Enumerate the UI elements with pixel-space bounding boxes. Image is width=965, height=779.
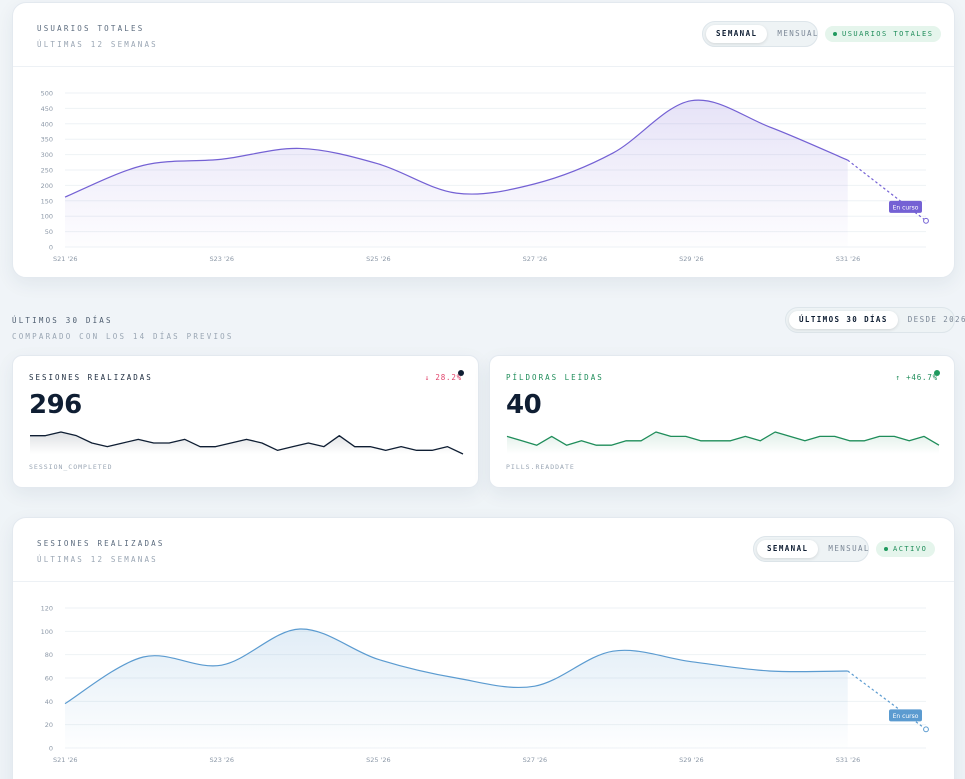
kpi-title: PÍLDORAS LEÍDAS [506, 373, 604, 382]
sessions-card-subtitle: ÚLTIMAS 12 SEMANAS [37, 555, 158, 564]
y-tick-label: 80 [45, 651, 53, 659]
y-tick-label: 50 [45, 228, 53, 236]
y-tick-label: 500 [41, 90, 53, 98]
sparkline-line [506, 431, 940, 446]
kpi-event-name: PILLS.READDATE [506, 463, 575, 471]
toggle-semanal[interactable]: SEMANAL [757, 540, 819, 558]
x-tick-label: S29 '26 [679, 756, 704, 764]
in-progress-point [923, 217, 929, 224]
x-tick-label: S31 '26 [836, 255, 861, 263]
series-line [64, 99, 848, 198]
kpi-sparkline [30, 431, 464, 455]
kpi-card-pills: PÍLDORAS LEÍDAS ↑ +46.7% 40 PILLS.READDA… [489, 355, 955, 488]
in-progress-point [923, 726, 929, 733]
y-tick-label: 150 [41, 197, 53, 205]
y-tick-label: 40 [45, 698, 53, 706]
x-tick-label: S21 '26 [53, 255, 78, 263]
kpi-indicator-dot [458, 370, 464, 376]
y-tick-label: 400 [41, 120, 53, 128]
y-tick-label: 120 [41, 605, 53, 613]
toggle-ultimos-30-dias[interactable]: ÚLTIMOS 30 DÍAS [789, 311, 898, 329]
sessions-area-chart: 0 20 40 60 80 100 120 S21 '26 S23 '26 S25 '26 S27 … [41, 605, 929, 764]
toggle-mensual[interactable]: MENSUAL [777, 29, 819, 38]
kpi-delta: ↓ 28.2% [424, 373, 462, 382]
series-area [65, 628, 848, 748]
range-section-subtitle: COMPARADO CON LOS 14 DÍAS PREVIOS [12, 332, 234, 341]
y-tick-label: 350 [41, 136, 53, 144]
x-tick-label: S21 '26 [53, 756, 78, 764]
y-tick-label: 0 [49, 745, 53, 753]
kpi-sparkline [506, 431, 940, 454]
kpi-card-sessions: SESIONES REALIZADAS ↓ 28.2% 296 SESSION_… [12, 355, 479, 488]
sessions-period-toggle: SEMANAL MENSUAL [753, 536, 869, 562]
users-card-header: USUARIOS TOTALES ÚLTIMAS 12 SEMANAS SEMA… [13, 3, 954, 67]
in-progress-segment [847, 159, 927, 222]
in-progress-tag: En curso [889, 200, 922, 213]
y-tick-label: 100 [41, 628, 53, 636]
kpi-event-name: SESSION_COMPLETED [29, 463, 113, 471]
x-tick-label: S31 '26 [836, 756, 861, 764]
range-toggle: ÚLTIMOS 30 DÍAS DESDE 2026 [785, 307, 965, 333]
users-area-chart: 0 50 100 150 200 250 300 350 400 450 500 S21 '26 S23… [41, 90, 929, 263]
x-tick-label: S23 '26 [210, 255, 235, 263]
x-tick-label: S29 '26 [679, 255, 704, 263]
users-period-toggle: SEMANAL MENSUAL [702, 21, 818, 47]
svg-text:En curso: En curso [893, 204, 919, 211]
y-tick-label: 250 [41, 167, 53, 175]
sessions-card-title: SESIONES REALIZADAS [37, 539, 165, 548]
sessions-chart-card: SESIONES REALIZADAS ÚLTIMAS 12 SEMANAS S… [12, 517, 955, 779]
in-progress-tag: En curso [889, 709, 922, 722]
x-tick-label: S27 '26 [523, 756, 548, 764]
status-badge: ACTIVO [876, 541, 936, 557]
x-tick-label: S25 '26 [366, 255, 391, 263]
series-area [65, 100, 848, 247]
toggle-mensual[interactable]: MENSUAL [828, 544, 870, 553]
series-line [64, 628, 848, 705]
y-tick-label: 20 [45, 721, 53, 729]
x-tick-label: S25 '26 [366, 756, 391, 764]
toggle-semanal[interactable]: SEMANAL [706, 25, 768, 43]
kpi-value: 40 [506, 390, 542, 420]
x-tick-label: S27 '26 [523, 255, 548, 263]
users-chart-card: USUARIOS TOTALES ÚLTIMAS 12 SEMANAS SEMA… [12, 2, 955, 278]
status-dot [833, 32, 837, 36]
y-tick-label: 100 [41, 213, 53, 221]
kpi-value: 296 [29, 390, 82, 420]
y-tick-label: 60 [45, 675, 53, 683]
status-badge: USUARIOS TOTALES [825, 26, 942, 42]
range-section-title: ÚLTIMOS 30 DÍAS [12, 316, 113, 325]
status-badge-label: ACTIVO [893, 545, 928, 553]
y-tick-label: 300 [41, 151, 53, 159]
y-tick-label: 200 [41, 182, 53, 190]
sessions-card-header: SESIONES REALIZADAS ÚLTIMAS 12 SEMANAS S… [13, 518, 954, 582]
kpi-delta: ↑ +46.7% [895, 373, 938, 382]
users-card-subtitle: ÚLTIMAS 12 SEMANAS [37, 40, 158, 49]
y-tick-label: 450 [41, 105, 53, 113]
y-tick-label: 0 [49, 244, 53, 252]
sparkline-area [30, 432, 463, 454]
status-badge-label: USUARIOS TOTALES [842, 30, 934, 38]
sparkline-area [507, 432, 939, 454]
x-tick-label: S23 '26 [210, 756, 235, 764]
toggle-desde-2026[interactable]: DESDE 2026 [907, 315, 965, 324]
sparkline-line [30, 431, 464, 455]
users-card-title: USUARIOS TOTALES [37, 24, 145, 33]
status-dot [884, 547, 888, 551]
kpi-title: SESIONES REALIZADAS [29, 373, 153, 382]
svg-text:En curso: En curso [893, 713, 919, 720]
kpi-indicator-dot [934, 370, 940, 376]
